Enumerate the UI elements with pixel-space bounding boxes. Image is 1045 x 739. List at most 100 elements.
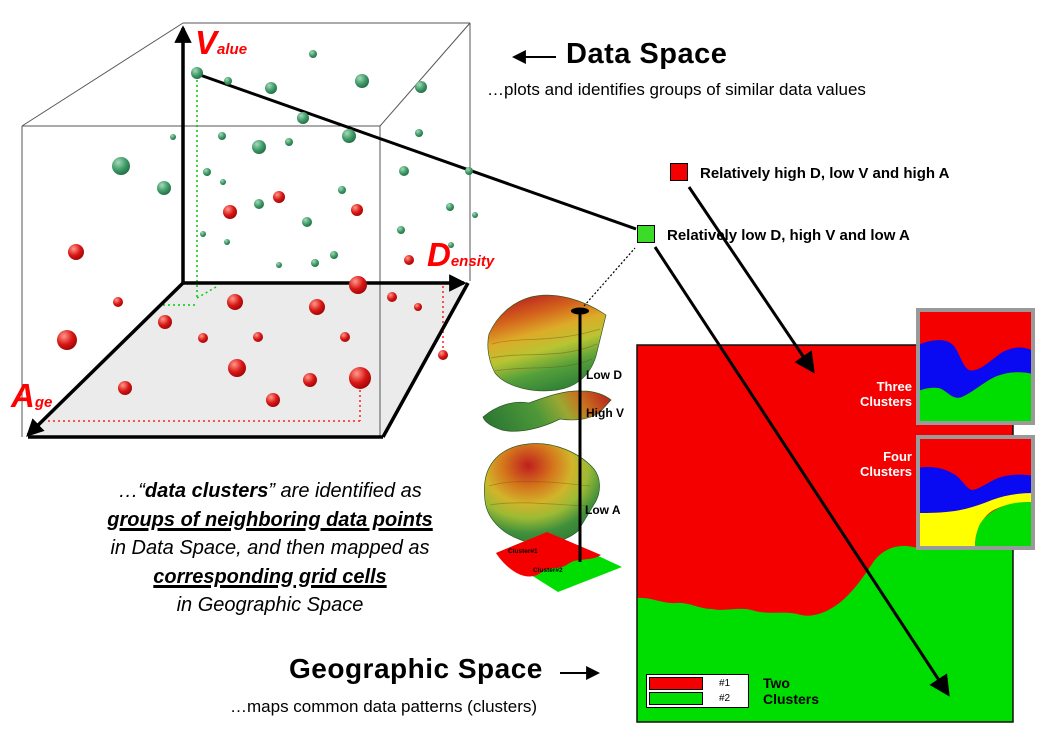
- data-point-green: [399, 166, 409, 176]
- data-point-green: [415, 81, 427, 93]
- data-point-red: [309, 299, 325, 315]
- data-point-green: [472, 212, 478, 218]
- age-axis-initial: A: [11, 377, 35, 414]
- red-cluster-swatch: [670, 163, 688, 181]
- data-point-red: [68, 244, 84, 260]
- geographic-space-subtitle: …maps common data patterns (clusters): [230, 697, 538, 716]
- data-point-green: [276, 262, 282, 268]
- mini3-border: [916, 308, 1035, 425]
- three-clusters-label: Three Clusters: [840, 379, 912, 409]
- data-point-green: [355, 74, 369, 88]
- data-point-red: [223, 205, 237, 219]
- cube-floor-edges: [28, 282, 470, 439]
- map-legend-swatch-2: [649, 691, 703, 705]
- surface-low-d-contours: [490, 328, 601, 372]
- data-point-green: [220, 179, 226, 185]
- data-point-red: [349, 367, 371, 389]
- data-point-green: [218, 132, 226, 140]
- data-point-green: [224, 77, 232, 85]
- age-axis-arrow: [26, 281, 185, 437]
- data-point-green: [311, 259, 319, 267]
- density-axis-initial: D: [427, 236, 451, 273]
- caption-quote-open: …“: [118, 480, 145, 502]
- green-cluster-label: Relatively low D, high V and low A: [667, 227, 910, 244]
- cube-to-green-square-line: [199, 73, 637, 231]
- data-point-green: [265, 82, 277, 94]
- data-point-green: [224, 239, 230, 245]
- map-legend-row-1: #1: [649, 677, 746, 691]
- data-point-green: [252, 140, 266, 154]
- age-axis-rest: ge: [34, 394, 53, 411]
- mini4-yellow-region: [918, 493, 1033, 548]
- data-point-red: [438, 350, 448, 360]
- data-point-green: [465, 167, 473, 175]
- data-point-red: [349, 276, 367, 294]
- mini4-green-region: [975, 502, 1033, 548]
- two-clusters-line1: Two: [763, 675, 790, 691]
- green-projection-line: [196, 286, 217, 299]
- mini3-blue-region: [918, 340, 1033, 398]
- data-point-red: [253, 332, 263, 342]
- data-point-green: [297, 112, 309, 124]
- data-point-green: [285, 138, 293, 146]
- caption-line-3: in Data Space, and then mapped as: [110, 537, 430, 559]
- four-clusters-line1: Four: [883, 449, 912, 464]
- cube-edges: [21, 22, 471, 437]
- data-point-red: [118, 381, 132, 395]
- map-legend-row-2: #2: [649, 691, 746, 705]
- three-clusters-line1: Three: [876, 379, 912, 394]
- cube-floor: [28, 283, 468, 437]
- green-cluster-arrow: [653, 246, 950, 697]
- data-point-red: [387, 292, 397, 302]
- three-clusters-map: [916, 308, 1035, 425]
- data-point-green: [338, 186, 346, 194]
- projection-dotted-lines: [48, 80, 444, 422]
- cluster2-plane-label: Cluster#2: [533, 567, 563, 574]
- data-point-green: [448, 242, 454, 248]
- data-point-red: [266, 393, 280, 407]
- caption-data-clusters: data clusters: [144, 480, 269, 502]
- map-legend-label-1: #1: [718, 678, 731, 690]
- four-clusters-label: Four Clusters: [840, 449, 912, 479]
- caption-line-1: …“data clusters” are identified as: [55, 477, 485, 506]
- data-point-red: [227, 294, 243, 310]
- value-axis-initial: V: [195, 24, 218, 61]
- four-clusters-line2: Clusters: [859, 464, 912, 479]
- data-point-red: [273, 191, 285, 203]
- data-point-red: [340, 332, 350, 342]
- green-cluster-swatch: [637, 225, 655, 243]
- data-point-red: [414, 303, 422, 311]
- caption-line-5: in Geographic Space: [176, 594, 364, 616]
- data-point-red: [404, 255, 414, 265]
- data-point-green: [302, 217, 312, 227]
- data-point-green: [203, 168, 211, 176]
- surface-low-a: [483, 443, 600, 544]
- data-point-red: [113, 297, 123, 307]
- drill-pin-cap: [571, 307, 589, 315]
- red-cluster-label: Relatively high D, low V and high A: [700, 165, 950, 182]
- value-axis-rest: alue: [217, 41, 248, 58]
- data-point-green: [254, 199, 264, 209]
- data-point-green: [446, 203, 454, 211]
- data-point-green: [415, 129, 423, 137]
- value-axis-label: Value: [195, 24, 247, 62]
- low-a-label: Low A: [585, 503, 621, 517]
- data-point-green: [170, 134, 176, 140]
- mini4-blue-region: [918, 467, 1033, 513]
- data-point-red: [351, 204, 363, 216]
- caption-line-2: groups of neighboring data points: [107, 508, 433, 531]
- data-point-red: [198, 333, 208, 343]
- age-axis-label: Age: [11, 377, 52, 415]
- dotted-connector-line: [583, 247, 636, 307]
- cluster1-plane-label: Cluster#1: [508, 548, 538, 555]
- data-point-green: [330, 251, 338, 259]
- surface-low-d: [487, 294, 607, 392]
- low-d-label: Low D: [586, 368, 622, 382]
- data-point-red: [158, 315, 172, 329]
- data-point-green: [112, 157, 130, 175]
- red-cluster-arrow: [687, 186, 815, 374]
- surface-stack: [482, 247, 636, 592]
- data-space-title: Data Space: [566, 38, 728, 70]
- data-point-green: [157, 181, 171, 195]
